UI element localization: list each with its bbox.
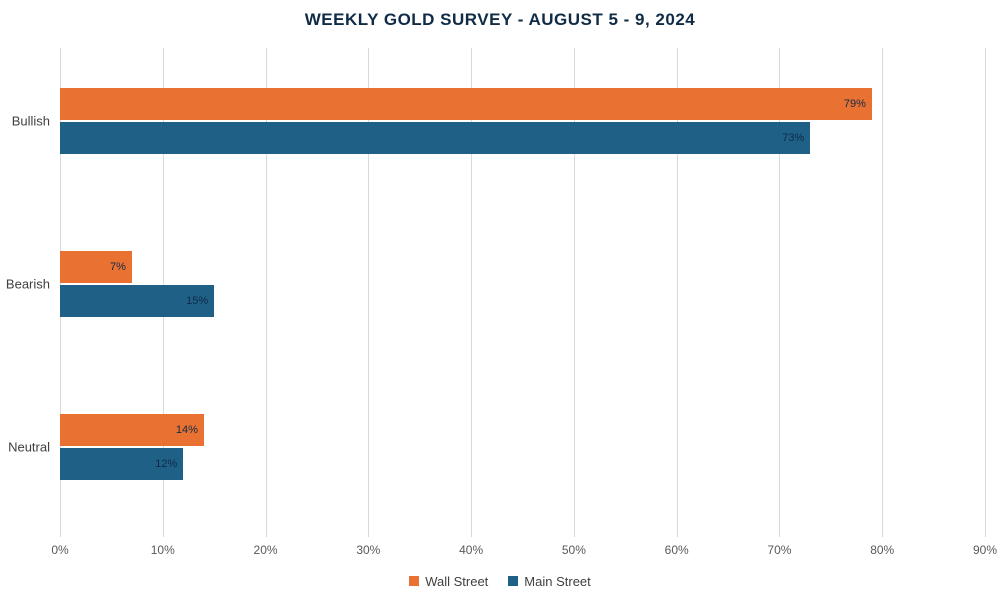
bar-main-street: 15% — [60, 285, 214, 317]
legend-label: Main Street — [524, 574, 590, 589]
bar-value-label: 14% — [176, 424, 198, 436]
x-tick-label: 10% — [151, 543, 175, 557]
bar-value-label: 79% — [844, 98, 866, 110]
chart-title: WEEKLY GOLD SURVEY - AUGUST 5 - 9, 2024 — [0, 10, 1000, 30]
legend-swatch — [409, 576, 419, 586]
bar-wall-street: 79% — [60, 88, 872, 120]
x-tick-label: 20% — [254, 543, 278, 557]
grid-line — [471, 48, 472, 537]
legend: Wall Street Main Street — [0, 574, 1000, 590]
bar-main-street: 12% — [60, 448, 183, 480]
gold-survey-chart: WEEKLY GOLD SURVEY - AUGUST 5 - 9, 2024 … — [0, 0, 1000, 599]
bar-main-street: 73% — [60, 122, 810, 154]
plot-area: 0%10%20%30%40%50%60%70%80%90%Bullish79%7… — [60, 48, 985, 537]
grid-line — [882, 48, 883, 537]
y-category-label: Neutral — [8, 440, 50, 455]
x-tick-label: 40% — [459, 543, 483, 557]
bar-value-label: 73% — [782, 132, 804, 144]
legend-swatch — [508, 576, 518, 586]
x-tick-label: 0% — [51, 543, 68, 557]
grid-line — [985, 48, 986, 537]
x-tick-label: 50% — [562, 543, 586, 557]
x-tick-label: 60% — [665, 543, 689, 557]
y-category-label: Bullish — [12, 114, 50, 129]
bar-value-label: 12% — [155, 458, 177, 470]
bar-wall-street: 7% — [60, 251, 132, 283]
bar-wall-street: 14% — [60, 414, 204, 446]
grid-line — [368, 48, 369, 537]
bar-value-label: 7% — [110, 261, 126, 273]
legend-label: Wall Street — [425, 574, 488, 589]
x-tick-label: 90% — [973, 543, 997, 557]
grid-line — [574, 48, 575, 537]
legend-item: Wall Street — [409, 574, 488, 589]
grid-line — [677, 48, 678, 537]
legend-item: Main Street — [508, 574, 590, 589]
grid-line — [779, 48, 780, 537]
bar-value-label: 15% — [186, 295, 208, 307]
x-tick-label: 70% — [767, 543, 791, 557]
grid-line — [266, 48, 267, 537]
y-category-label: Bearish — [6, 277, 50, 292]
x-tick-label: 30% — [356, 543, 380, 557]
x-tick-label: 80% — [870, 543, 894, 557]
